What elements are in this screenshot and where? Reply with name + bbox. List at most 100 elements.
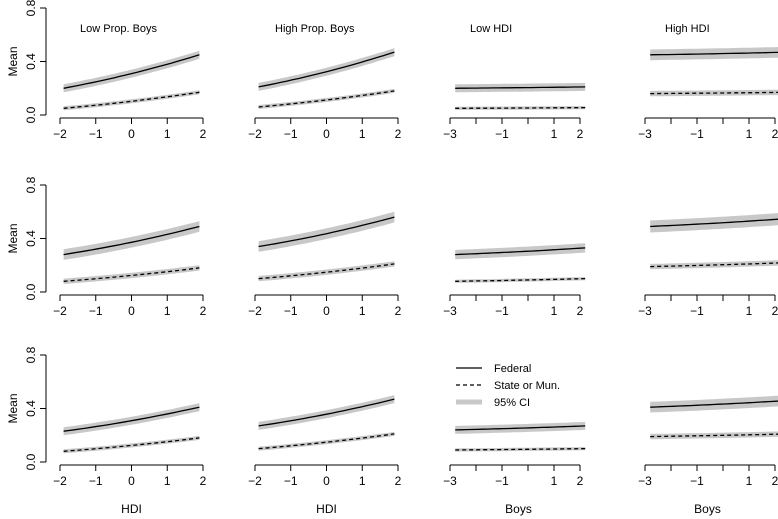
panel-title: Low HDI [470,23,512,35]
panel-r1-c3: −3 −1 1 2 [638,213,778,318]
series-state-line [63,267,200,282]
x-tick-label: 1 [164,304,171,318]
y-tick-label: 0.8 [24,0,38,16]
series-state-line [455,447,586,451]
x-tick-label: 0 [323,474,330,488]
x-tick-label: −1 [284,127,298,141]
panel-r2-c3: −3 −1 1 2 Boys [638,395,778,516]
x-axis-label: Boys [505,502,532,516]
x-tick-label: 2 [577,474,584,488]
x-tick-label: 2 [577,127,584,141]
series-state-line [63,91,200,109]
x-tick-label: 1 [746,474,753,488]
x-tick-label: 1 [746,304,753,318]
x-tick-label: 1 [746,127,753,141]
panel-r2-c2: −3 −1 1 2 Boys [443,421,586,516]
series-state-line [650,262,778,268]
y-tick-label: 0.8 [24,176,38,193]
series-state-line [63,437,200,452]
x-tick-label: 2 [200,127,207,141]
series-federal-line [650,400,778,408]
y-axis-label: Mean [6,223,20,253]
legend-label-ci: 95% CI [494,397,530,409]
y-axis-label: Mean [6,46,20,76]
y-tick-label: 0.0 [24,106,38,123]
legend: Federal State or Mun. 95% CI [456,363,560,409]
series-federal-line [258,216,395,248]
x-axis-label: Boys [694,502,721,516]
x-tick-label: −3 [638,127,652,141]
x-tick-label: 2 [200,474,207,488]
x-tick-label: 1 [164,127,171,141]
ci-band-federal [258,48,395,91]
x-tick-label: 1 [359,127,366,141]
x-tick-label: −1 [89,474,103,488]
x-tick-label: −1 [89,304,103,318]
ci-band-federal [258,211,395,252]
x-tick-label: 2 [772,127,778,141]
x-tick-label: 1 [359,474,366,488]
x-tick-label: 2 [772,304,778,318]
x-tick-label: −1 [690,474,704,488]
x-tick-label: 1 [164,474,171,488]
y-tick-label: 0.0 [24,283,38,300]
x-tick-label: −1 [89,127,103,141]
y-tick-label: 0.4 [24,53,38,70]
x-tick-label: −3 [443,304,457,318]
x-axis-label: HDI [316,502,337,516]
x-tick-label: 0 [128,304,135,318]
y-axis-label: Mean [6,393,20,423]
panel-r1-c0: 0.0 0.4 0.8 Mean −2 −1 0 1 2 [6,176,207,318]
series-federal-line [650,51,778,56]
x-tick-label: −2 [53,304,67,318]
x-tick-label: 2 [200,304,207,318]
x-tick-label: −1 [495,127,509,141]
x-tick-label: 2 [395,304,402,318]
ci-band-federal [63,221,200,260]
series-state-line [650,91,778,95]
x-tick-label: −1 [495,304,509,318]
panel-r2-c0: 0.0 0.4 0.8 Mean −2 −1 0 1 2 HDI [6,346,207,516]
x-tick-label: −1 [495,474,509,488]
x-tick-label: 0 [323,127,330,141]
x-tick-label: 1 [551,127,558,141]
x-tick-label: −3 [443,474,457,488]
ci-band-state [63,435,200,454]
series-federal-line [455,425,586,431]
ci-band-federal [63,403,200,436]
x-tick-label: −1 [284,474,298,488]
ci-band-state [63,90,200,111]
y-tick-label: 0.4 [24,230,38,247]
x-tick-label: 1 [551,474,558,488]
x-tick-label: 1 [359,304,366,318]
y-tick-label: 0.0 [24,453,38,470]
ci-band-federal [63,50,200,93]
series-federal-line [258,51,395,88]
x-tick-label: 2 [577,304,584,318]
series-state-line [455,277,586,282]
panel-r1-c1: −2 −1 0 1 2 [248,211,402,318]
ci-band-federal [650,395,778,413]
x-tick-label: −1 [284,304,298,318]
x-tick-label: −1 [690,304,704,318]
series-federal-line [650,218,778,228]
ci-band-state [63,265,200,284]
series-state-line [650,433,778,438]
ci-band-state [258,261,395,282]
series-state-line [455,106,586,109]
ci-band-federal [650,213,778,233]
x-tick-label: −3 [638,474,652,488]
x-tick-label: 2 [395,127,402,141]
ci-band-state [258,431,395,451]
x-axis-label: HDI [121,502,142,516]
panel-r1-c2: −3 −1 1 2 [443,243,586,318]
series-federal-line [455,86,586,89]
series-state-line [258,263,395,280]
x-tick-label: 0 [128,474,135,488]
legend-label-federal: Federal [494,363,531,375]
series-federal-line [258,398,395,427]
x-tick-label: −3 [443,127,457,141]
panel-r2-c1: −2 −1 0 1 2 HDI [248,395,402,516]
